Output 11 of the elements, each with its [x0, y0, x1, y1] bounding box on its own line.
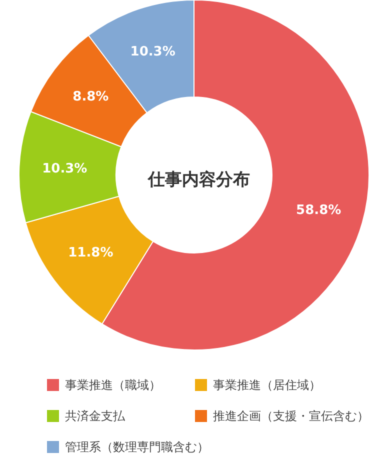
data-label: 10.3% [42, 161, 88, 176]
legend-label: 事業推進（居住域） [213, 378, 321, 392]
text: 仕事内容分布 [147, 170, 250, 190]
legend-label: 推進企画（支援・宣伝含む） [213, 409, 369, 423]
data-label: 8.8% [72, 89, 109, 104]
data-label: 58.8% [296, 202, 342, 218]
data-label: 10.3% [130, 44, 176, 60]
legend-label: 事業推進（職域） [65, 378, 161, 392]
legend-label: 共済金支払 [65, 409, 126, 423]
data-label: 11.8% [68, 246, 114, 261]
legend-label: 管理系（数理専門職含む） [65, 440, 209, 454]
